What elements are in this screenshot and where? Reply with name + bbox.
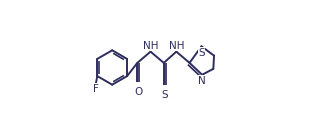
- Text: O: O: [134, 87, 142, 97]
- Text: NH: NH: [169, 41, 185, 51]
- Text: S: S: [198, 48, 205, 58]
- Text: N: N: [198, 76, 206, 86]
- Text: F: F: [93, 84, 99, 94]
- Text: NH: NH: [143, 41, 159, 51]
- Text: S: S: [162, 90, 168, 100]
